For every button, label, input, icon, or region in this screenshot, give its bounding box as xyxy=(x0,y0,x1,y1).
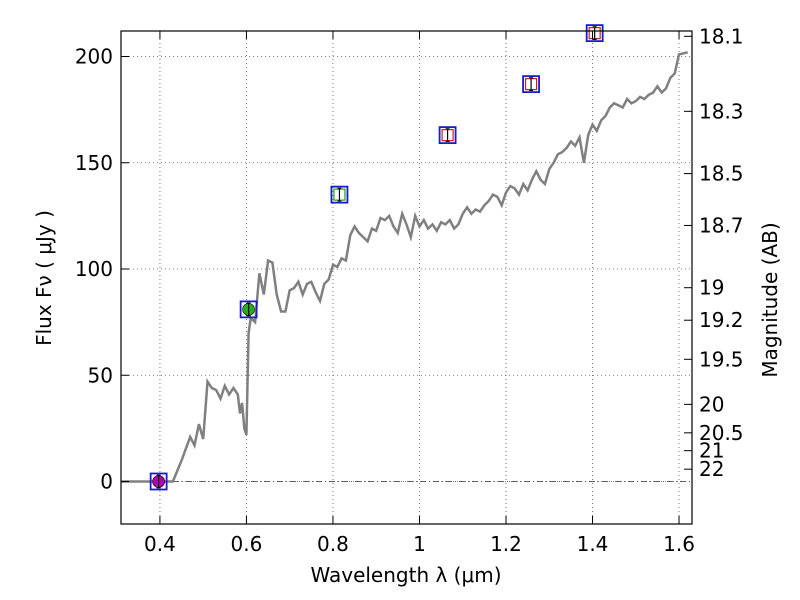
x-tick-label: 0.4 xyxy=(144,532,176,556)
photometry-box xyxy=(522,75,540,94)
photometry-point xyxy=(239,300,258,319)
spectrum-line xyxy=(121,51,688,483)
photometry-box xyxy=(149,472,168,491)
magnitude-tick-label: 18.3 xyxy=(699,99,744,123)
y-tick-label: 150 xyxy=(75,151,113,175)
x-tick-label: 0.6 xyxy=(231,532,263,556)
photometry-point xyxy=(330,185,349,204)
y-tick-label: 100 xyxy=(75,257,113,281)
y-axis-title: Flux Fν ( μJy ) xyxy=(32,210,56,346)
x-tick-label: 1.4 xyxy=(577,532,609,556)
photometry-point xyxy=(149,472,168,491)
x-tick-label: 0.8 xyxy=(317,532,349,556)
x-tick-label: 1.6 xyxy=(663,532,695,556)
photometry-box xyxy=(585,24,604,43)
magnitude-tick-label: 21 xyxy=(699,439,724,463)
photometry-box xyxy=(239,300,258,319)
photometry-point xyxy=(438,126,457,145)
magnitude-tick-label: 19.2 xyxy=(699,308,744,332)
magnitude-tick-label: 18.5 xyxy=(699,162,744,186)
photometry-box xyxy=(438,126,457,145)
magnitude-tick-label: 19.5 xyxy=(699,347,744,371)
x-tick-label: 1 xyxy=(413,532,426,556)
photometry-box xyxy=(330,185,349,204)
x-axis: 0.4 0.6 0.8 1 1.2 1.4 1.6 xyxy=(144,31,695,556)
magnitude-tick-label: 19 xyxy=(699,276,724,300)
photometry-point xyxy=(522,75,540,94)
y-tick-label: 0 xyxy=(100,470,113,494)
y-tick-label: 50 xyxy=(88,363,113,387)
magnitude-tick-label: 22 xyxy=(699,457,724,481)
grid xyxy=(121,31,692,524)
magnitude-axis-title: Magnitude (AB) xyxy=(758,222,782,377)
y-tick-label: 200 xyxy=(75,45,113,69)
plot-frame xyxy=(120,30,693,525)
magnitude-tick-label: 18.1 xyxy=(699,24,744,48)
magnitude-tick-label: 18.7 xyxy=(699,213,744,237)
magnitude-tick-label: 20.5 xyxy=(699,421,744,445)
photometry-points xyxy=(149,24,604,491)
magnitude-tick-label: 20 xyxy=(699,392,724,416)
x-tick-label: 1.2 xyxy=(490,532,522,556)
y-axis: 0 50 100 150 200 xyxy=(75,45,129,494)
photometry-point xyxy=(585,24,604,43)
x-axis-title: Wavelength λ (μm) xyxy=(310,563,501,587)
